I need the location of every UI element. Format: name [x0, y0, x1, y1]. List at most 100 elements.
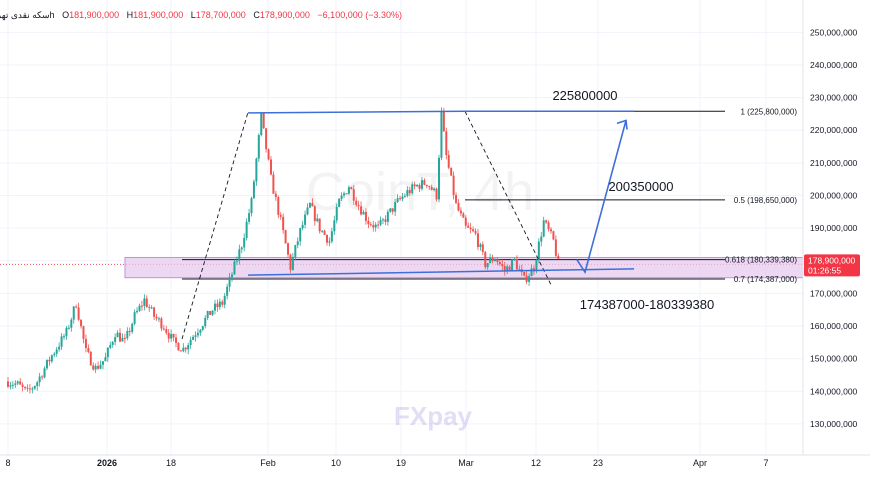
candle-body[interactable] [381, 219, 384, 221]
candle-body[interactable] [391, 208, 394, 212]
candle-body[interactable] [272, 174, 275, 194]
candle-body[interactable] [411, 184, 414, 194]
candle-body[interactable] [48, 359, 51, 362]
candle-body[interactable] [476, 233, 479, 247]
candle-body[interactable] [481, 244, 484, 253]
candle-body[interactable] [350, 187, 353, 190]
candle-body[interactable] [338, 198, 341, 207]
candle-body[interactable] [379, 219, 382, 225]
candle-body[interactable] [70, 319, 73, 328]
candle-body[interactable] [150, 307, 153, 309]
candle-body[interactable] [328, 241, 331, 243]
candle-body[interactable] [408, 190, 411, 194]
candle-body[interactable] [14, 383, 17, 385]
candle-body[interactable] [367, 220, 370, 225]
candle-body[interactable] [537, 241, 540, 261]
candle-body[interactable] [189, 339, 192, 345]
candle-body[interactable] [364, 211, 367, 221]
candle-body[interactable] [170, 333, 173, 339]
candle-body[interactable] [494, 259, 496, 262]
candle-body[interactable] [508, 266, 511, 271]
candle-body[interactable] [450, 167, 453, 176]
candle-body[interactable] [60, 336, 63, 347]
candle-body[interactable] [357, 205, 360, 207]
candle-body[interactable] [223, 295, 226, 305]
candle-body[interactable] [143, 298, 146, 306]
candle-body[interactable] [442, 111, 445, 132]
candle-body[interactable] [347, 187, 350, 194]
candle-body[interactable] [140, 305, 143, 307]
candle-body[interactable] [99, 364, 102, 369]
candle-body[interactable] [416, 184, 419, 187]
candle-body[interactable] [235, 260, 238, 262]
candle-body[interactable] [435, 188, 438, 200]
candle-body[interactable] [50, 355, 53, 362]
candle-body[interactable] [165, 329, 168, 333]
candle-body[interactable] [511, 259, 514, 271]
candle-body[interactable] [547, 222, 550, 230]
candle-body[interactable] [106, 347, 109, 358]
candle-body[interactable] [255, 158, 258, 182]
candle-body[interactable] [36, 382, 39, 387]
candle-body[interactable] [374, 224, 377, 228]
candle-body[interactable] [182, 347, 185, 352]
candle-body[interactable] [277, 197, 280, 215]
candle-body[interactable] [457, 202, 460, 211]
candle-body[interactable] [114, 337, 117, 342]
candle-body[interactable] [437, 157, 440, 200]
candle-body[interactable] [167, 332, 170, 339]
candle-body[interactable] [126, 331, 129, 339]
candle-body[interactable] [65, 327, 68, 337]
candle-body[interactable] [21, 384, 24, 387]
candle-body[interactable] [43, 368, 46, 378]
candle-body[interactable] [464, 217, 467, 226]
bottom-trendline[interactable] [247, 268, 635, 276]
candle-body[interactable] [87, 348, 90, 352]
candle-body[interactable] [16, 381, 19, 384]
candle-body[interactable] [121, 337, 124, 342]
candle-body[interactable] [196, 332, 199, 336]
candle-body[interactable] [418, 184, 421, 189]
candle-body[interactable] [301, 224, 304, 229]
candle-body[interactable] [55, 349, 58, 354]
candle-body[interactable] [31, 388, 34, 390]
candle-body[interactable] [360, 206, 363, 215]
candle-body[interactable] [425, 184, 428, 187]
candle-body[interactable] [63, 336, 66, 338]
candle-body[interactable] [148, 307, 151, 309]
candle-body[interactable] [420, 180, 423, 189]
candle-body[interactable] [372, 225, 375, 228]
candle-body[interactable] [330, 231, 333, 242]
candle-body[interactable] [216, 303, 219, 308]
candle-body[interactable] [184, 347, 187, 350]
candle-body[interactable] [433, 188, 436, 190]
candle-body[interactable] [528, 276, 531, 282]
candle-body[interactable] [325, 234, 328, 243]
candle-body[interactable] [131, 323, 134, 332]
candle-body[interactable] [94, 365, 97, 370]
candle-body[interactable] [201, 326, 204, 330]
candle-body[interactable] [308, 202, 311, 208]
candle-body[interactable] [523, 272, 526, 276]
candle-body[interactable] [282, 216, 285, 231]
candle-body[interactable] [145, 298, 148, 308]
candle-body[interactable] [82, 326, 85, 339]
candle-body[interactable] [213, 303, 216, 311]
candle-body[interactable] [136, 310, 139, 313]
candle-body[interactable] [287, 243, 290, 255]
candle-body[interactable] [245, 221, 248, 238]
candle-body[interactable] [289, 254, 292, 270]
candle-body[interactable] [474, 231, 477, 234]
candle-body[interactable] [28, 388, 31, 390]
candle-body[interactable] [345, 193, 348, 195]
candle-body[interactable] [240, 247, 243, 250]
candle-body[interactable] [554, 239, 557, 256]
candle-body[interactable] [452, 175, 455, 196]
candle-body[interactable] [33, 386, 36, 389]
candle-body[interactable] [469, 227, 472, 230]
candle-body[interactable] [53, 353, 56, 356]
candle-body[interactable] [24, 386, 27, 388]
candle-body[interactable] [503, 265, 506, 271]
candle-body[interactable] [243, 237, 246, 248]
candle-body[interactable] [209, 311, 212, 315]
